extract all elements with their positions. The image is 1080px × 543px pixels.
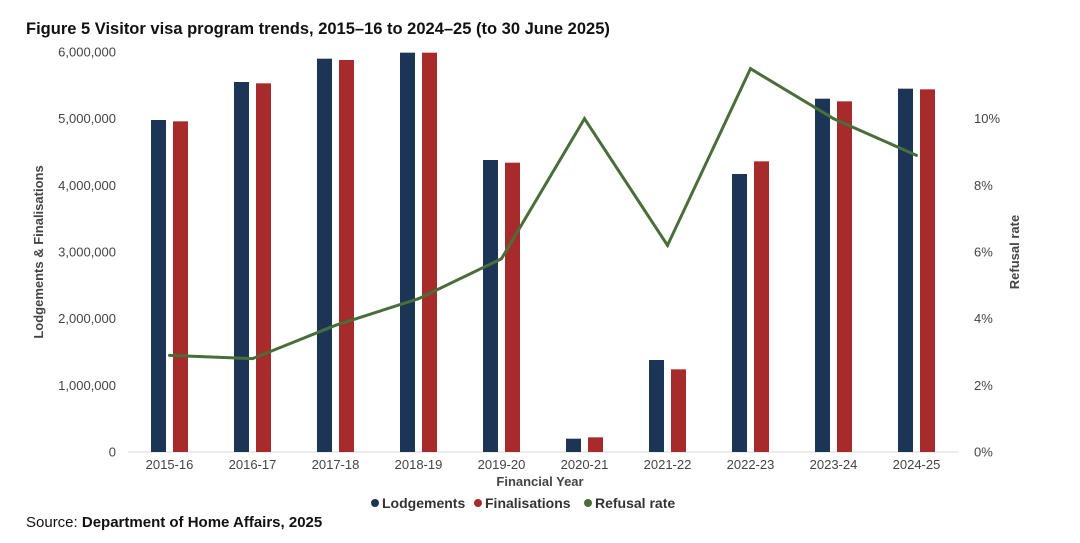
y-tick-label: 2,000,000 [58,311,116,326]
legend-marker [371,499,379,507]
y2-tick-label: 6% [974,245,993,260]
refusal-rate-point [500,257,503,261]
refusal-rate-point [583,117,586,121]
x-tick-label: 2020-21 [561,457,609,472]
y2-tick-label: 0% [974,445,993,460]
finalisations-bar [920,89,935,452]
lodgements-bar [317,58,332,453]
refusal-rate-point [251,357,254,361]
y2-tick-label: 4% [974,311,993,326]
bars-layer [151,52,935,453]
right-axis-ticks: 0% 2% 4% 6% 8% 10% [974,111,1000,459]
finalisations-bar [837,101,852,452]
refusal-rate-point [749,67,752,71]
lodgements-bar [483,160,498,452]
y-tick-label: 5,000,000 [58,111,116,126]
lodgements-bar [815,98,830,453]
source-text: Department of Home Affairs, 2025 [81,514,323,531]
finalisations-bar [256,83,271,452]
y2-tick-label: 2% [974,378,993,393]
legend-label: Finalisations [485,495,571,511]
refusal-line-layer [168,66,918,361]
legend-marker [584,499,592,507]
refusal-rate-point [168,353,171,357]
finalisations-bar [588,437,603,452]
refusal-rate-line [169,66,918,361]
y-axis-title: Lodgements & Finalisations [31,165,46,338]
legend: Lodgements Finalisations Refusal rate [371,495,675,511]
refusal-rate-point [832,117,835,121]
x-tick-label: 2017-18 [312,457,360,472]
lodgements-bar [151,120,166,452]
refusal-rate-point [334,323,337,327]
finalisations-bar [422,52,437,453]
lodgements-bar [898,88,913,453]
finalisations-bar [754,161,769,453]
lodgements-bar [566,438,581,452]
x-tick-label: 2019-20 [478,457,526,472]
x-tick-label: 2023-24 [810,457,858,472]
y2-tick-label: 8% [974,178,993,193]
y-tick-label: 0 [109,445,116,460]
lodgements-bar [234,82,249,452]
left-axis-ticks: 0 1,000,000 2,000,000 3,000,000 4,000,000 5,0… [58,45,116,460]
legend-label: Lodgements [382,495,465,511]
lodgements-bar [649,360,664,452]
y-tick-label: 3,000,000 [58,245,116,260]
y-tick-label: 6,000,000 [58,45,116,60]
x-tick-label: 2018-19 [395,457,443,472]
refusal-rate-point [666,243,669,247]
refusal-rate-point [915,153,918,157]
x-tick-label: 2021-22 [644,457,692,472]
figure-title: Figure 5 Visitor visa program trends, 20… [26,20,610,38]
finalisations-bar [671,369,686,452]
y2-tick-label: 10% [974,111,1000,126]
x-tick-label: 2015-16 [146,457,194,472]
lodgements-bar [400,52,415,453]
legend-marker [474,499,482,507]
x-axis-title: Financial Year [496,474,583,489]
x-axis-ticks: 2015-16 2016-17 2017-18 2018-19 2019-20 2020-… [146,457,941,472]
legend-label: Refusal rate [595,495,675,511]
y2-axis-title: Refusal rate [1007,215,1022,289]
finalisations-bar [339,60,354,452]
lodgements-bar [732,174,747,452]
y-tick-label: 1,000,000 [58,378,116,393]
x-tick-label: 2016-17 [229,457,277,472]
refusal-rate-point [417,297,420,301]
y-tick-label: 4,000,000 [58,178,116,193]
source-prefix: Source: [26,514,82,531]
finalisations-bar [173,121,188,452]
x-tick-label: 2022-23 [727,457,775,472]
source-note: Source: Department of Home Affairs, 2025 [26,514,322,531]
x-tick-label: 2024-25 [893,457,941,472]
finalisations-bar [505,162,520,452]
